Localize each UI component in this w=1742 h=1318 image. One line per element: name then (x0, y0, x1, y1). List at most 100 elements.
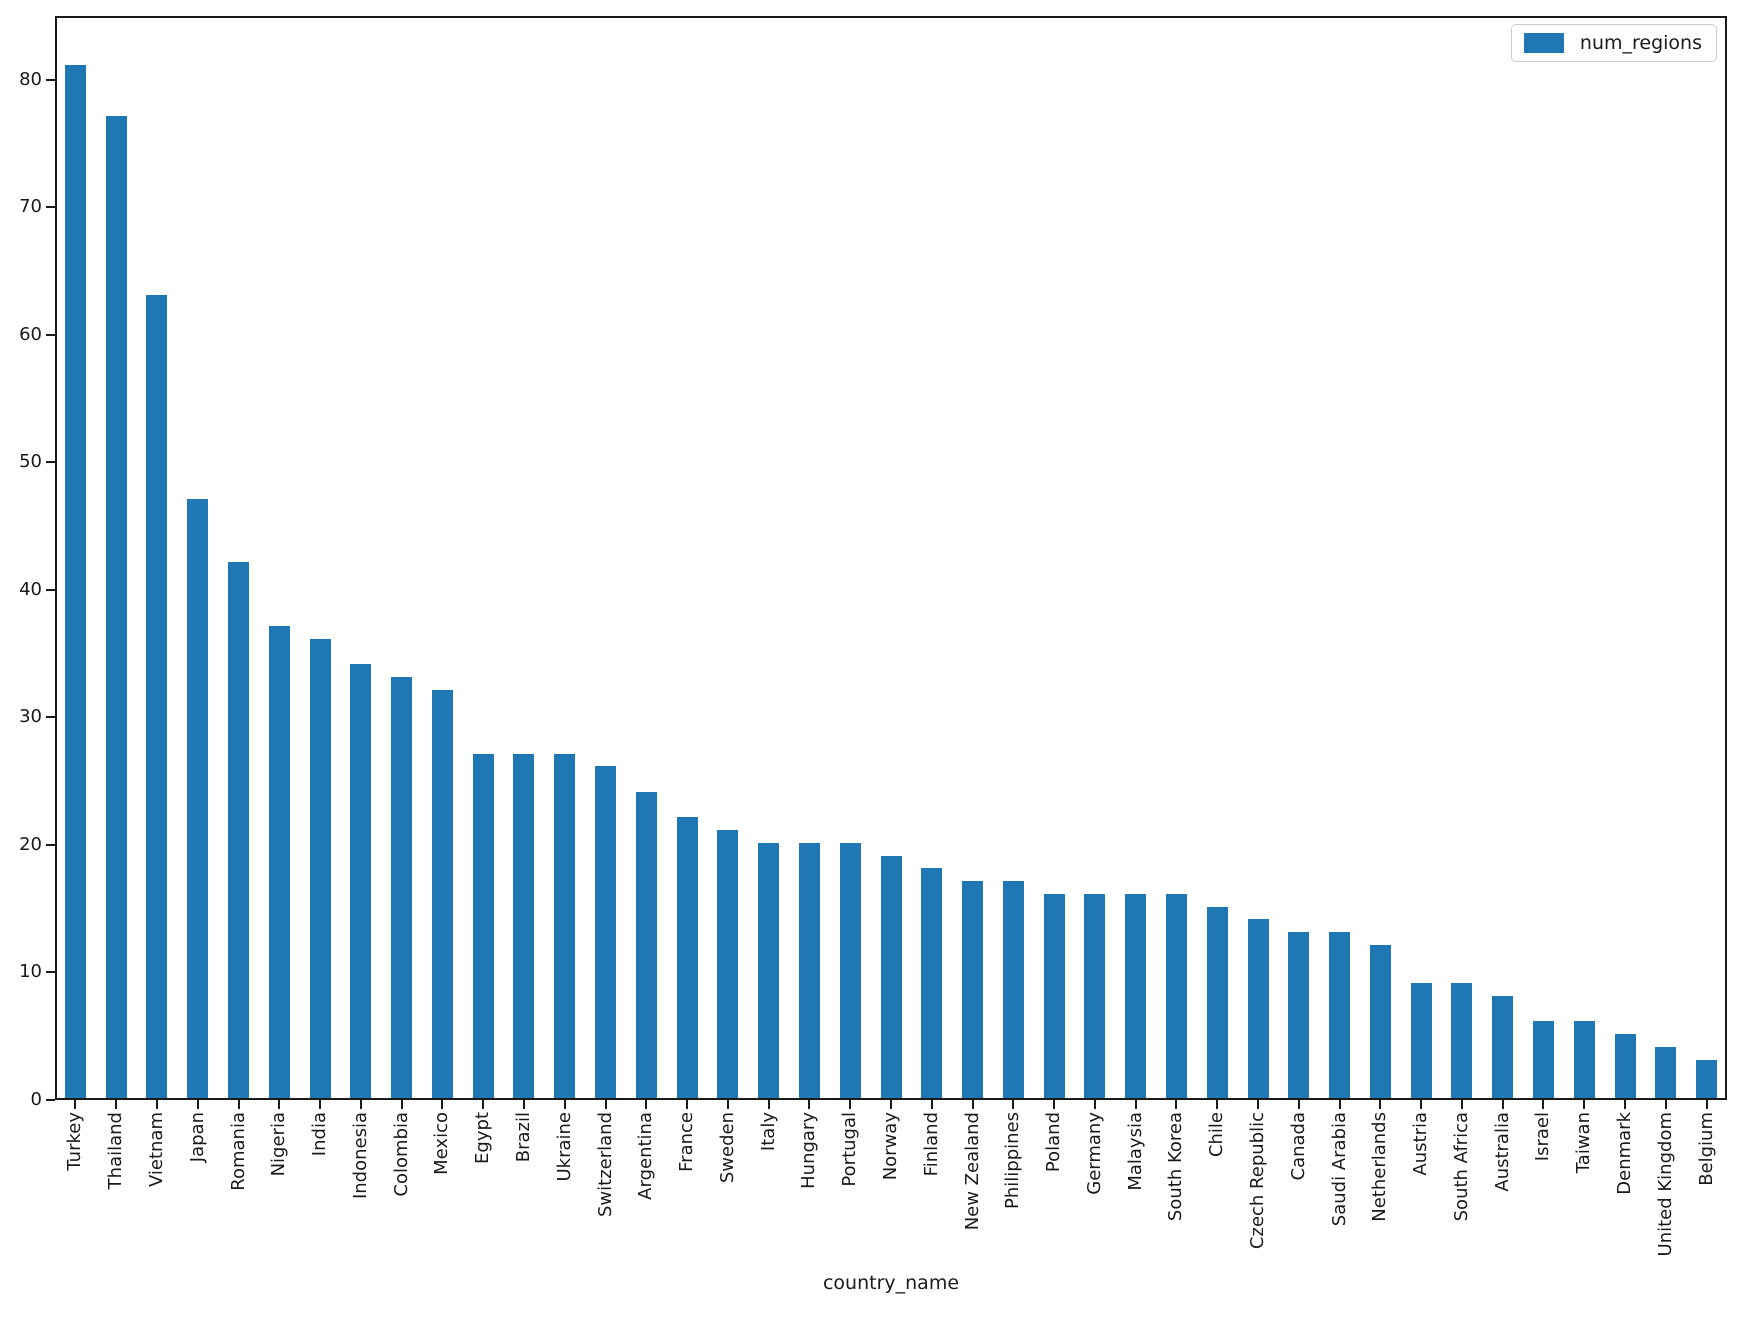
bar (1288, 932, 1310, 1098)
x-tick-mark (1420, 1100, 1423, 1109)
y-tick-mark (46, 588, 55, 591)
bar (1165, 893, 1187, 1098)
x-tick-mark (1175, 1100, 1178, 1109)
x-tick-label: Finland (920, 1112, 942, 1177)
y-tick-mark (46, 461, 55, 464)
y-tick-mark (46, 843, 55, 846)
x-tick-label: Indonesia (349, 1112, 371, 1200)
x-tick-mark (563, 1100, 566, 1109)
bar (105, 116, 127, 1098)
x-tick-mark (400, 1100, 403, 1109)
x-tick-mark (74, 1100, 77, 1109)
bar (1043, 893, 1065, 1098)
x-tick-label: Brazil (512, 1112, 534, 1163)
bar (1614, 1034, 1636, 1098)
x-tick-mark (359, 1100, 362, 1109)
x-tick-mark (849, 1100, 852, 1109)
x-tick-label: France (676, 1112, 698, 1172)
bar (880, 855, 902, 1098)
x-tick-label: Turkey (64, 1112, 86, 1171)
x-tick-label: Argentina (635, 1112, 657, 1200)
x-tick-label: Poland (1043, 1112, 1065, 1173)
x-tick-label: Germany (1083, 1112, 1105, 1195)
x-tick-mark (482, 1100, 485, 1109)
x-tick-mark (1664, 1100, 1667, 1109)
x-tick-label: Denmark (1614, 1112, 1636, 1195)
x-tick-mark (196, 1100, 199, 1109)
x-tick-mark (604, 1100, 607, 1109)
y-tick-label: 60 (19, 323, 42, 345)
x-tick-mark (1460, 1100, 1463, 1109)
x-tick-label: Hungary (798, 1112, 820, 1189)
x-tick-label: Israel (1532, 1112, 1554, 1162)
bar (1247, 919, 1269, 1098)
x-tick-label: Egypt (472, 1112, 494, 1164)
x-tick-mark (1542, 1100, 1545, 1109)
x-tick-label: Chile (1206, 1112, 1228, 1158)
x-tick-mark (1134, 1100, 1137, 1109)
bar (431, 689, 453, 1098)
bar (839, 842, 861, 1098)
legend-swatch-icon (1523, 33, 1564, 53)
bar (513, 753, 535, 1098)
x-tick-mark (1053, 1100, 1056, 1109)
x-tick-mark (1583, 1100, 1586, 1109)
x-tick-mark (890, 1100, 892, 1109)
x-tick-label: South Africa (1450, 1112, 1472, 1222)
x-tick-label: New Zealand (961, 1112, 983, 1231)
x-tick-mark (1257, 1100, 1260, 1109)
x-tick-mark (441, 1100, 444, 1109)
bar (1002, 881, 1024, 1098)
x-tick-mark (767, 1100, 770, 1109)
x-tick-label: Saudi Arabia (1328, 1112, 1350, 1227)
x-tick-label: Vietnam (145, 1112, 167, 1188)
x-tick-label: Philippines (1002, 1112, 1024, 1209)
x-tick-mark (1012, 1100, 1015, 1109)
x-tick-label: South Korea (1165, 1112, 1187, 1222)
bar (1084, 893, 1106, 1098)
x-tick-label: Romania (227, 1112, 249, 1191)
x-tick-label: Ukraine (553, 1112, 575, 1182)
x-tick-label: Portugal (839, 1112, 861, 1187)
x-tick-mark (1297, 1100, 1300, 1109)
bar (350, 664, 372, 1098)
y-tick-label: 80 (19, 68, 42, 90)
x-tick-label: Australia (1491, 1112, 1513, 1192)
bar (391, 677, 413, 1098)
x-tick-mark (1379, 1100, 1382, 1109)
x-tick-label: Italy (757, 1112, 779, 1152)
y-tick-label: 20 (19, 833, 42, 855)
x-tick-mark (645, 1100, 648, 1109)
bar (1492, 995, 1514, 1098)
x-tick-mark (930, 1100, 933, 1109)
bar (1329, 932, 1351, 1098)
x-axis-title: country_name (822, 1272, 960, 1294)
x-tick-mark (1705, 1100, 1708, 1109)
bar (554, 753, 576, 1098)
x-tick-mark (808, 1100, 811, 1109)
bar (1573, 1021, 1595, 1098)
y-tick-label: 10 (19, 961, 42, 983)
x-tick-label: Canada (1287, 1112, 1309, 1181)
bar (228, 562, 249, 1098)
x-tick-label: Colombia (390, 1112, 412, 1197)
bar (635, 791, 657, 1098)
legend-label: num_regions (1579, 32, 1702, 54)
y-tick-mark (46, 78, 55, 81)
x-tick-label: India (309, 1112, 331, 1157)
x-tick-label: Japan (186, 1112, 208, 1163)
legend: num_regions (1510, 24, 1717, 62)
y-tick-mark (46, 333, 55, 336)
x-tick-mark (115, 1100, 118, 1109)
bar (676, 817, 698, 1098)
x-tick-label: Czech Republic (1247, 1112, 1269, 1250)
bar (798, 842, 820, 1098)
y-tick-label: 70 (19, 196, 42, 218)
bar (1696, 1059, 1718, 1098)
bar (1206, 906, 1228, 1098)
x-tick-mark (155, 1100, 158, 1109)
bar (268, 626, 290, 1098)
y-tick-label: 30 (19, 706, 42, 728)
x-tick-label: Belgium (1695, 1112, 1717, 1186)
